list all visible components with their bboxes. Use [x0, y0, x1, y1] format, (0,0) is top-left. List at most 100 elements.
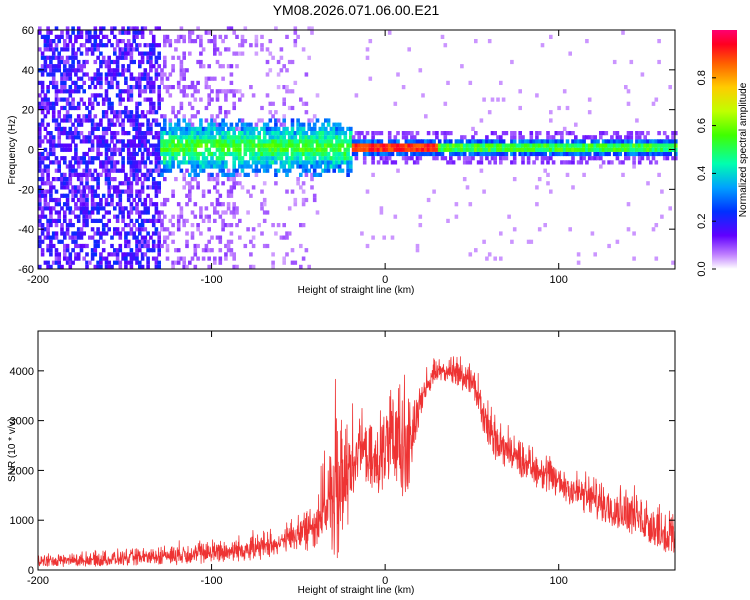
heatmap-cell	[71, 101, 75, 106]
heatmap-cell	[390, 139, 395, 144]
heatmap-cell	[215, 164, 220, 169]
heatmap-cell	[568, 51, 572, 56]
heatmap-cell	[46, 202, 50, 207]
heatmap-cell	[204, 248, 209, 253]
heatmap-cell	[462, 143, 467, 148]
heatmap-cell	[104, 160, 109, 165]
heatmap-cell	[526, 151, 531, 157]
heatmap-cell	[51, 206, 56, 211]
heatmap-cell	[135, 235, 139, 240]
heatmap-cell	[296, 139, 300, 144]
heatmap-cell	[74, 68, 78, 73]
heatmap-cell	[157, 97, 161, 102]
heatmap-cell	[540, 151, 545, 157]
heatmap-cell	[318, 131, 323, 136]
heatmap-cell	[474, 139, 478, 144]
heatmap-cell	[129, 172, 134, 177]
heatmap-cell	[499, 160, 503, 165]
heatmap-cell	[279, 131, 284, 136]
heatmap-cell	[118, 197, 123, 203]
heatmap-cell	[74, 147, 78, 152]
heatmap-cell	[493, 156, 497, 161]
heatmap-cell	[38, 193, 42, 198]
heatmap-cell	[43, 55, 48, 60]
heatmap-cell	[179, 256, 184, 261]
heatmap-cell	[49, 185, 53, 190]
heatmap-cell	[235, 206, 239, 211]
heatmap-cell	[160, 147, 164, 152]
heatmap-cell	[38, 160, 42, 165]
heatmap-cell	[235, 168, 239, 173]
heatmap-cell	[63, 97, 67, 102]
heatmap-cell	[132, 172, 136, 177]
heatmap-cell	[587, 143, 592, 148]
heatmap-cell	[126, 89, 131, 94]
heatmap-cell	[124, 181, 128, 186]
heatmap-cell	[596, 156, 600, 161]
heatmap-cell	[562, 147, 567, 152]
heatmap-cell	[199, 118, 203, 123]
heatmap-cell	[157, 214, 161, 219]
heatmap-cell	[165, 39, 170, 44]
heatmap-cell	[318, 147, 323, 152]
heatmap-cell	[171, 85, 175, 90]
heatmap-cell	[57, 34, 61, 39]
heatmap-cell	[199, 231, 203, 236]
heatmap-cell	[246, 139, 250, 144]
heatmap-cell	[226, 202, 231, 207]
heatmap-cell	[229, 210, 234, 215]
heatmap-cell	[307, 55, 311, 60]
heatmap-cell	[76, 227, 81, 232]
heatmap-cell	[535, 147, 539, 152]
heatmap-cell	[71, 239, 75, 244]
heatmap-cell	[193, 135, 198, 140]
heatmap-cell	[324, 164, 328, 169]
heatmap-cell	[204, 135, 209, 140]
heatmap-cell	[57, 256, 61, 261]
heatmap-cell	[43, 34, 48, 39]
heatmap-cell	[218, 135, 223, 140]
heatmap-cell	[154, 243, 159, 249]
heatmap-cell	[176, 135, 181, 140]
heatmap-cell	[415, 151, 420, 157]
heatmap-cell	[160, 202, 164, 207]
heatmap-cell	[129, 139, 134, 144]
heatmap-cell	[560, 160, 564, 165]
heatmap-cell	[296, 160, 300, 165]
heatmap-cell	[165, 243, 170, 249]
heatmap-cell	[224, 97, 228, 102]
heatmap-cell	[101, 231, 106, 236]
heatmap-cell	[149, 160, 153, 165]
heatmap-cell	[221, 210, 225, 215]
heatmap-cell	[543, 143, 547, 148]
heatmap-cell	[624, 135, 628, 140]
heatmap-cell	[140, 239, 145, 244]
heatmap-cell	[387, 139, 392, 144]
snr-series	[37, 356, 676, 567]
heatmap-cell	[582, 147, 586, 152]
heatmap-cell	[68, 118, 73, 123]
heatmap-cell	[257, 147, 261, 152]
heatmap-cell	[46, 218, 50, 223]
heatmap-cell	[79, 189, 84, 194]
heatmap-cell	[107, 122, 111, 127]
heatmap-cell	[221, 135, 225, 140]
heatmap-cell	[299, 172, 303, 177]
heatmap-cell	[201, 193, 206, 198]
heatmap-cell	[51, 235, 56, 240]
heatmap-cell	[110, 185, 114, 190]
heatmap-cell	[262, 164, 267, 169]
heatmap-cell	[46, 55, 50, 60]
heatmap-cell	[304, 197, 309, 203]
heatmap-cell	[115, 147, 120, 152]
heatmap-cell	[46, 139, 50, 144]
heatmap-cell	[140, 227, 145, 232]
heatmap-cell	[501, 151, 506, 157]
heatmap-cell	[174, 135, 178, 140]
heatmap-cell	[379, 156, 384, 161]
heatmap-cell	[524, 139, 528, 144]
heatmap-cell	[260, 34, 264, 39]
heatmap-cell	[43, 181, 48, 186]
heatmap-cell	[340, 168, 345, 173]
heatmap-cell	[321, 160, 325, 165]
